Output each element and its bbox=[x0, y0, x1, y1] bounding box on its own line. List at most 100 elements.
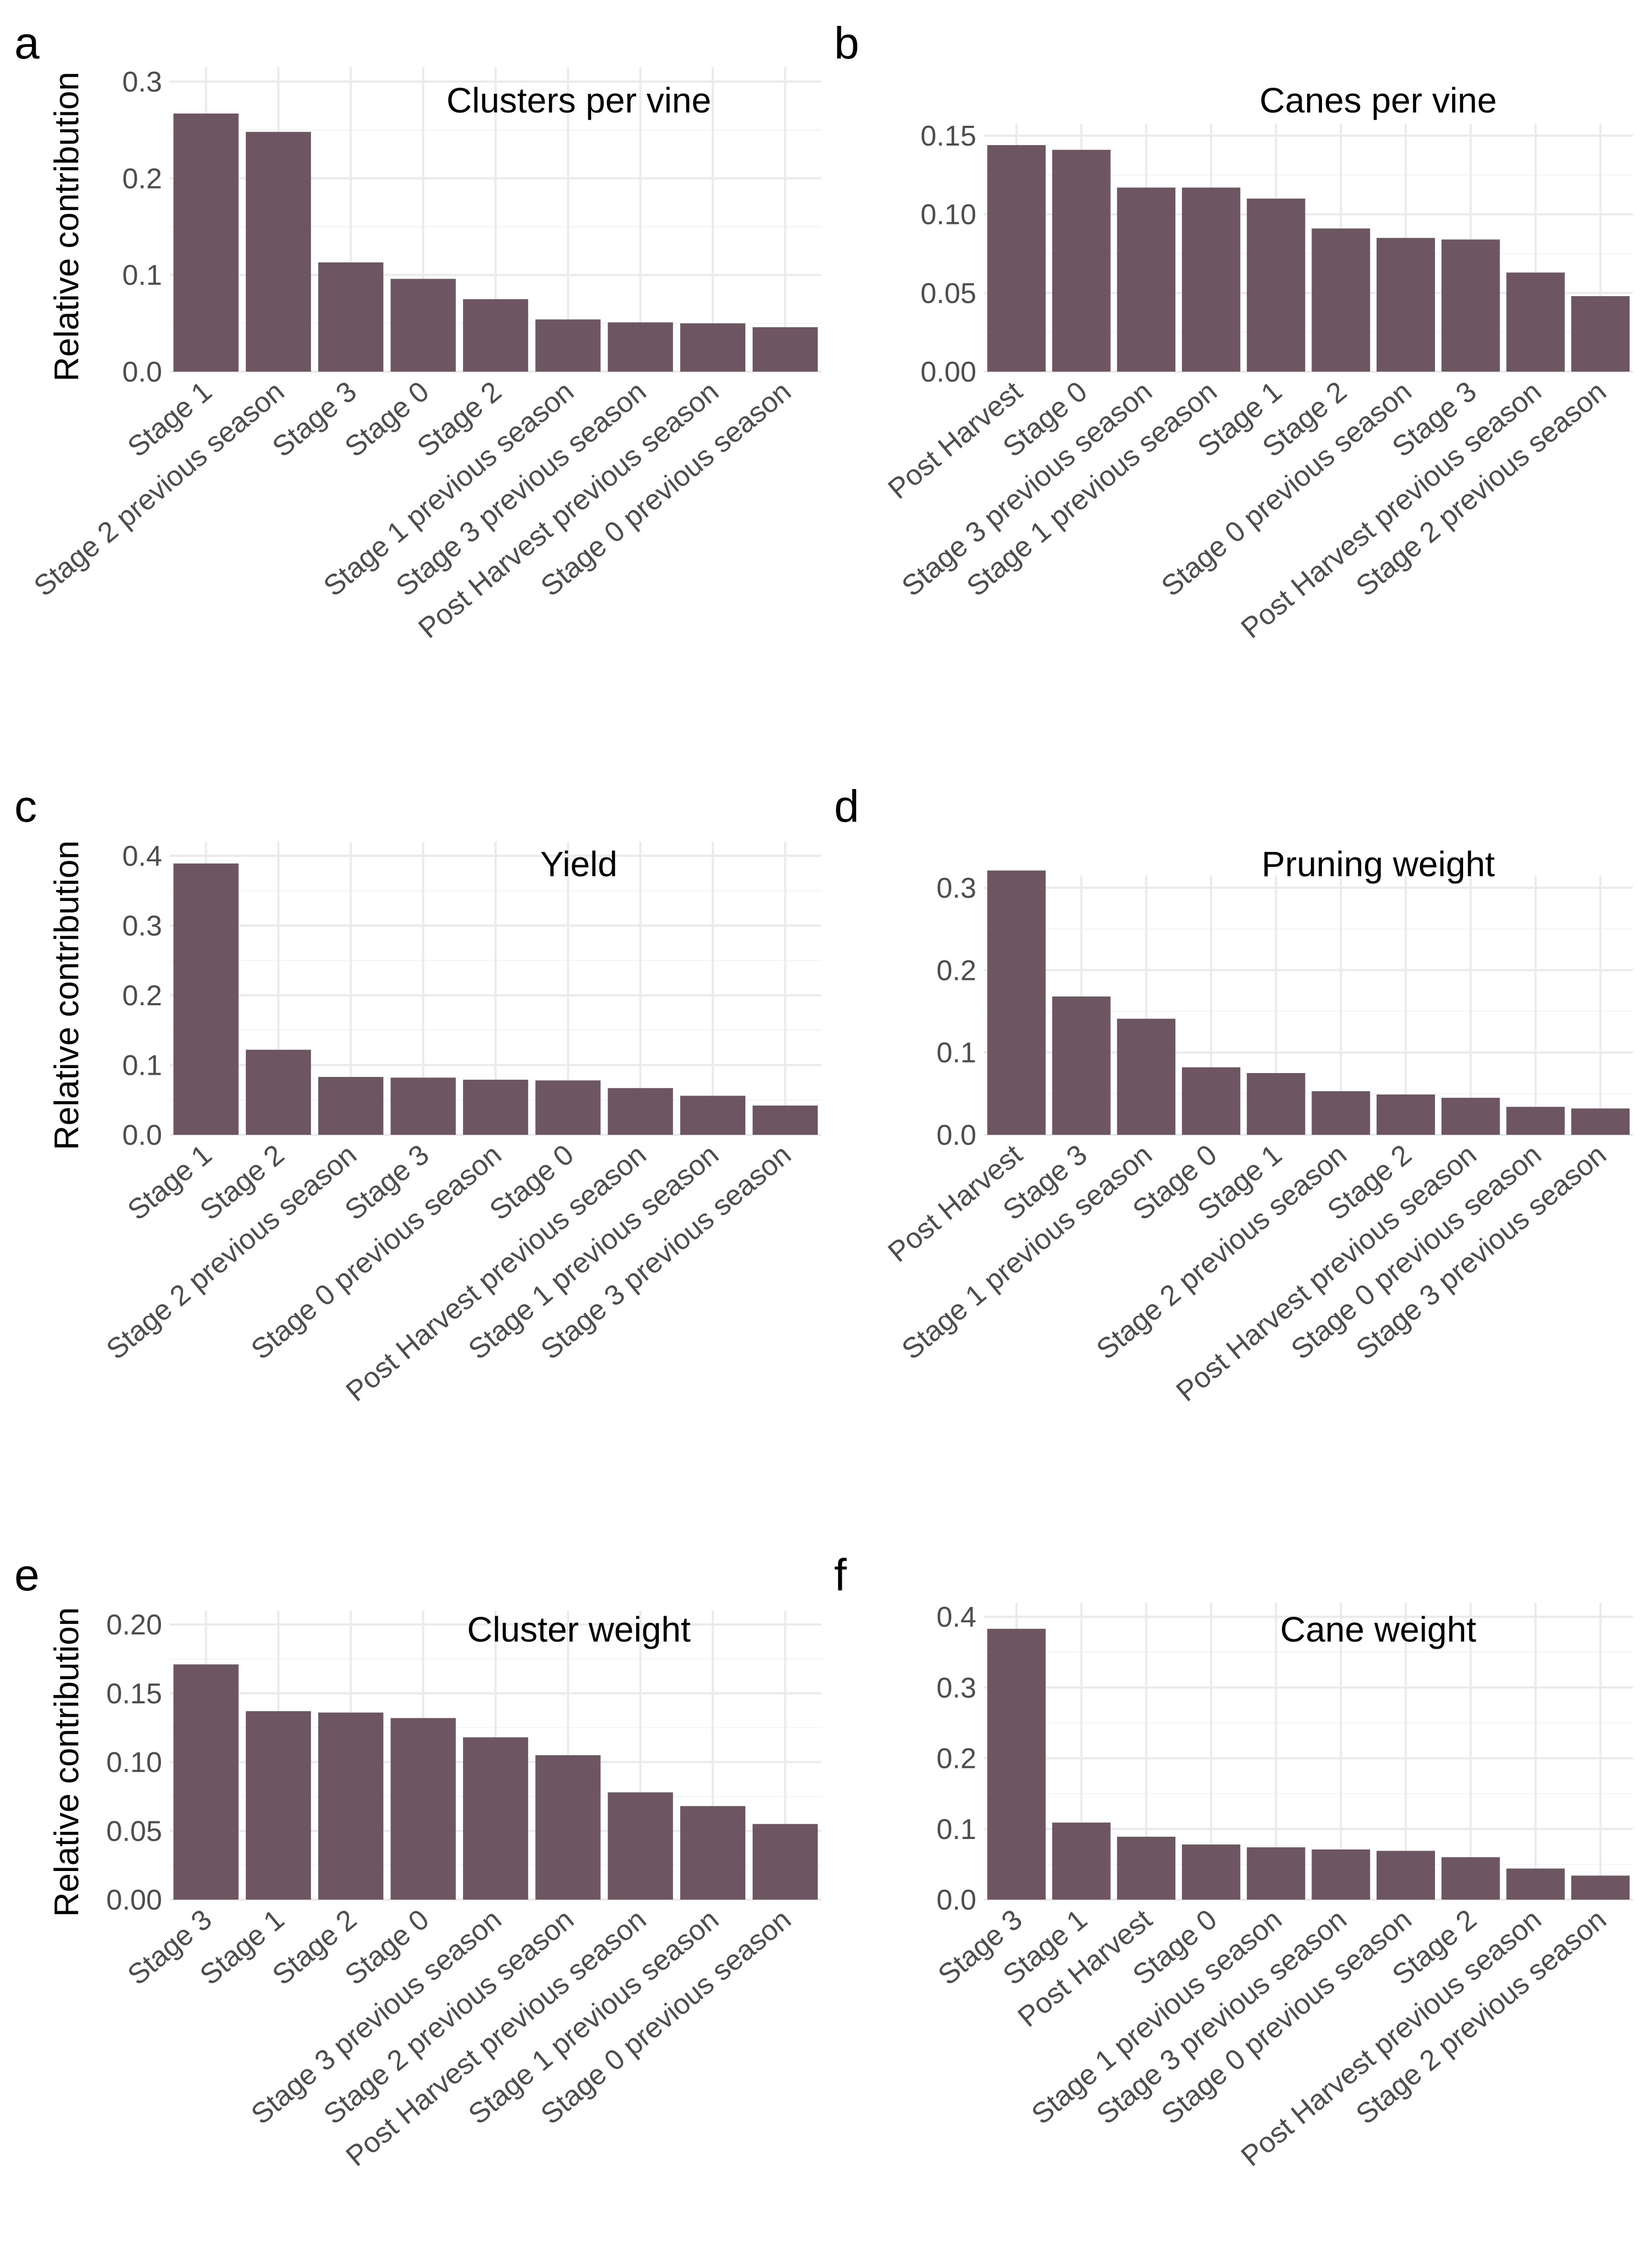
chart-c-y-tick-label: 0.0 bbox=[122, 1119, 162, 1151]
chart-b-bar bbox=[1117, 187, 1176, 372]
chart-f-bar bbox=[987, 1628, 1046, 1900]
chart-a-bar bbox=[390, 278, 456, 372]
chart-d-bar bbox=[987, 870, 1046, 1135]
chart-d-y-tick-label: 0.1 bbox=[937, 1037, 976, 1069]
chart-c-bar bbox=[608, 1088, 673, 1135]
chart-e-bar bbox=[535, 1755, 601, 1900]
chart-c-bar bbox=[463, 1080, 529, 1135]
chart-b-bar bbox=[1181, 187, 1240, 372]
chart-c-y-tick-label: 0.4 bbox=[122, 840, 162, 872]
chart-c-y-tick-label: 0.1 bbox=[122, 1050, 162, 1082]
chart-d-bar bbox=[1571, 1108, 1630, 1135]
chart-b-bar bbox=[1506, 272, 1565, 372]
chart-a-y-tick-label: 0.2 bbox=[122, 163, 162, 195]
chart-e-y-tick-label: 0.10 bbox=[106, 1747, 162, 1779]
chart-a-bar bbox=[173, 113, 239, 372]
chart-c-bar bbox=[318, 1077, 384, 1135]
chart-f-y-tick-label: 0.2 bbox=[937, 1743, 976, 1775]
chart-a-bar bbox=[608, 322, 673, 372]
chart-a-bar bbox=[752, 327, 818, 372]
chart-d-bar bbox=[1311, 1091, 1370, 1135]
chart-f-bar bbox=[1311, 1849, 1370, 1900]
chart-c-title: Yield bbox=[540, 844, 617, 884]
chart-d-bar bbox=[1441, 1097, 1500, 1135]
chart-e-y-tick-label: 0.15 bbox=[106, 1678, 162, 1710]
panel-letter-f: f bbox=[834, 1550, 847, 1600]
chart-a-bar bbox=[680, 323, 746, 372]
chart-d-bar bbox=[1052, 996, 1111, 1135]
chart-f-bar bbox=[1117, 1836, 1176, 1900]
chart-d-bar bbox=[1506, 1107, 1565, 1135]
chart-c-y-axis-label: Relative contribution bbox=[48, 840, 86, 1150]
chart-a-y-tick-label: 0.3 bbox=[122, 66, 162, 98]
chart-e-bar bbox=[245, 1711, 311, 1900]
chart-c-bar bbox=[752, 1105, 818, 1135]
chart-b-y-tick-label: 0.10 bbox=[921, 199, 976, 231]
chart-e-bar bbox=[752, 1824, 818, 1900]
chart-e-bar bbox=[680, 1806, 746, 1900]
chart-f-bar bbox=[1441, 1857, 1500, 1900]
panel-letter-c: c bbox=[14, 781, 37, 832]
chart-d-y-tick-label: 0.3 bbox=[937, 872, 976, 904]
chart-b-y-tick-label: 0.15 bbox=[921, 120, 976, 152]
chart-f-bar bbox=[1571, 1875, 1630, 1900]
chart-d-y-tick-label: 0.2 bbox=[937, 955, 976, 986]
chart-b-y-tick-label: 0.05 bbox=[921, 277, 976, 309]
chart-b-bar bbox=[1441, 239, 1500, 372]
chart-e-bar bbox=[173, 1664, 239, 1900]
chart-e-y-tick-label: 0.00 bbox=[106, 1884, 162, 1916]
chart-f-y-tick-label: 0.3 bbox=[937, 1672, 976, 1704]
chart-a-title: Clusters per vine bbox=[447, 81, 711, 120]
chart-e-bar bbox=[318, 1712, 384, 1900]
chart-e-bar bbox=[390, 1718, 456, 1900]
chart-b-bar bbox=[1052, 149, 1111, 372]
chart-b-title: Canes per vine bbox=[1260, 81, 1497, 120]
chart-f-y-tick-label: 0.1 bbox=[937, 1814, 976, 1846]
chart-c-bar bbox=[245, 1049, 311, 1135]
chart-f-title: Cane weight bbox=[1280, 1610, 1476, 1649]
chart-e-y-axis-label: Relative contribution bbox=[48, 1607, 86, 1917]
panel-letter-e: e bbox=[14, 1550, 40, 1600]
chart-b-bar bbox=[987, 145, 1046, 372]
chart-c-bar bbox=[390, 1077, 456, 1135]
chart-d-bar bbox=[1377, 1094, 1436, 1135]
chart-a-bar bbox=[535, 319, 601, 372]
chart-b-bar bbox=[1246, 199, 1305, 372]
chart-f-bar bbox=[1506, 1868, 1565, 1900]
chart-f-y-tick-label: 0.4 bbox=[937, 1601, 976, 1633]
chart-e-y-tick-label: 0.20 bbox=[106, 1609, 162, 1641]
chart-c-bar bbox=[680, 1096, 746, 1135]
panel-letter-a: a bbox=[14, 18, 40, 68]
chart-f-bar bbox=[1246, 1847, 1305, 1900]
chart-a-y-tick-label: 0.0 bbox=[122, 356, 162, 388]
chart-c-bar bbox=[173, 863, 239, 1135]
panel-letter-b: b bbox=[834, 18, 859, 68]
chart-d-bar bbox=[1181, 1067, 1240, 1135]
chart-a-bar bbox=[318, 262, 384, 372]
chart-a-y-tick-label: 0.1 bbox=[122, 260, 162, 292]
chart-f-bar bbox=[1181, 1844, 1240, 1900]
chart-f-bar bbox=[1377, 1851, 1436, 1900]
chart-d-bar bbox=[1117, 1018, 1176, 1135]
chart-d-bar bbox=[1246, 1073, 1305, 1135]
chart-b-bar bbox=[1377, 238, 1436, 372]
chart-f-y-tick-label: 0.0 bbox=[937, 1884, 976, 1916]
chart-e-title: Cluster weight bbox=[467, 1610, 691, 1649]
chart-a-bar bbox=[463, 299, 529, 372]
chart-d-title: Pruning weight bbox=[1261, 844, 1495, 884]
chart-a-y-axis-label: Relative contribution bbox=[48, 72, 86, 382]
chart-c-y-tick-label: 0.3 bbox=[122, 910, 162, 942]
chart-f-bar bbox=[1052, 1822, 1111, 1900]
chart-e-bar bbox=[463, 1737, 529, 1900]
chart-e-y-tick-label: 0.05 bbox=[106, 1815, 162, 1847]
panel-letter-d: d bbox=[834, 781, 859, 832]
chart-b-y-tick-label: 0.00 bbox=[921, 356, 976, 388]
chart-c-y-tick-label: 0.2 bbox=[122, 980, 162, 1012]
